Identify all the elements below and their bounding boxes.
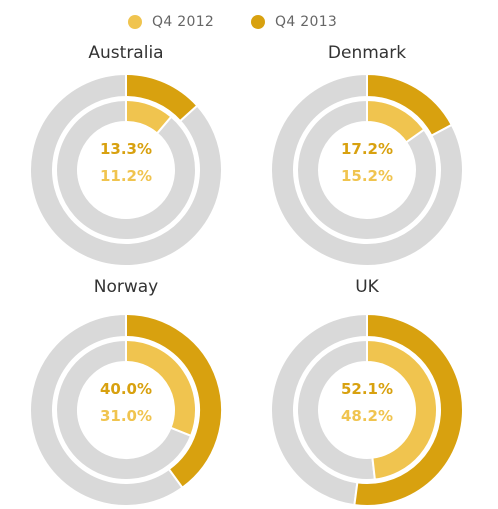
legend-label-q4-2013: Q4 2013 [275, 14, 338, 30]
donut-chart-denmark: Denmark 17.2% 15.2% [270, 43, 464, 267]
legend: Q4 2012 Q4 2013 [0, 10, 498, 36]
uk-outer-remainder-arc [270, 312, 368, 507]
legend-label-q4-2012: Q4 2012 [152, 14, 215, 30]
uk-q4-2013-arc [353, 312, 464, 507]
australia-q4-2012-arc [125, 98, 173, 135]
australia-q4-2013-arc [125, 72, 199, 123]
australia-outer-remainder-arc [29, 72, 223, 267]
legend-swatch-q4-2013 [251, 15, 265, 29]
denmark-inner-remainder-arc [296, 98, 438, 241]
norway-title: Norway [94, 277, 159, 297]
norway-q4-2013-arc [125, 312, 223, 490]
donut-chart-uk: UK 52.1% 48.2% [270, 277, 464, 507]
denmark-title: Denmark [328, 43, 406, 63]
donut-chart-norway: Norway 40.0% 31.0% [29, 277, 223, 507]
uk-q4-2012-label: 48.2% [341, 407, 393, 425]
uk-q4-2012-arc [366, 338, 438, 481]
australia-q4-2013-label: 13.3% [100, 140, 152, 158]
donut-chart-australia: Australia 13.3% 11.2% [29, 43, 223, 267]
denmark-outer-remainder-arc [270, 72, 464, 267]
denmark-q4-2012-label: 15.2% [341, 167, 393, 185]
norway-outer-remainder-arc [29, 312, 184, 507]
australia-title: Australia [88, 43, 163, 63]
legend-item-q4-2012: Q4 2012 [128, 14, 214, 30]
norway-q4-2012-label: 31.0% [100, 407, 152, 425]
legend-swatch-q4-2012 [128, 15, 142, 29]
norway-inner-remainder-arc [55, 338, 193, 481]
norway-q4-2013-label: 40.0% [100, 380, 152, 398]
uk-q4-2013-label: 52.1% [341, 380, 393, 398]
norway-q4-2012-arc [125, 338, 197, 438]
denmark-q4-2013-label: 17.2% [341, 140, 393, 158]
australia-q4-2012-label: 11.2% [100, 167, 152, 185]
uk-inner-remainder-arc [296, 338, 377, 481]
uk-title: UK [355, 277, 379, 297]
denmark-q4-2012-arc [366, 98, 426, 144]
denmark-q4-2013-arc [366, 72, 454, 137]
australia-inner-remainder-arc [55, 98, 197, 241]
legend-item-q4-2013: Q4 2013 [251, 14, 337, 30]
